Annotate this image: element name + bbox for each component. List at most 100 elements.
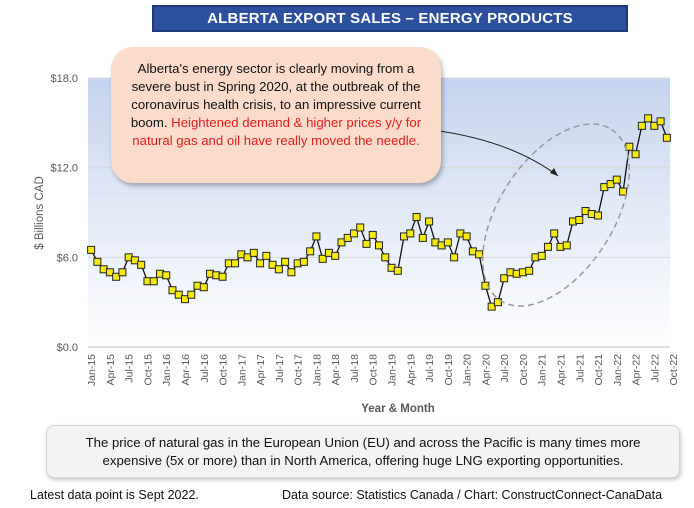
y-axis: $0.0 $6.0 $12.0 $18.0	[50, 73, 78, 354]
data-point	[162, 271, 171, 280]
x-tick-label: Jan-17	[236, 354, 248, 386]
x-tick-label: Apr-18	[330, 354, 342, 386]
data-point	[381, 253, 390, 262]
data-point	[243, 253, 252, 262]
data-point	[362, 239, 371, 248]
x-tick-label: Jul-20	[499, 354, 511, 383]
x-tick-label: Jan-21	[537, 354, 549, 386]
data-point	[644, 114, 653, 123]
x-axis-label: Year & Month	[361, 403, 434, 415]
x-tick-label: Jan-19	[387, 354, 399, 386]
data-point	[500, 274, 509, 283]
data-point	[130, 256, 139, 265]
data-point	[337, 238, 346, 247]
data-point	[631, 150, 640, 159]
data-point	[105, 268, 114, 277]
data-point	[443, 238, 452, 247]
data-point	[612, 175, 621, 184]
callout-text: Alberta's energy sector is clearly movin…	[130, 61, 421, 130]
x-tick-label: Jul-18	[349, 354, 361, 383]
data-point	[656, 117, 665, 126]
data-point	[118, 268, 127, 277]
data-point	[475, 250, 484, 259]
data-point	[594, 211, 603, 220]
data-point	[562, 241, 571, 250]
callout-arrowhead	[550, 168, 558, 176]
x-tick-label: Jul-21	[574, 354, 586, 383]
data-point	[606, 180, 615, 189]
data-point	[318, 254, 327, 263]
x-tick-label: Oct-21	[593, 354, 605, 386]
data-point	[218, 272, 227, 281]
x-tick-label: Jul-17	[274, 354, 286, 383]
y-tick-label: $6.0	[57, 252, 78, 264]
data-point	[281, 257, 290, 266]
x-axis: Jan-15 Apr-15 Jul-15 Oct-15 Jan-16 Apr-16 Jul-…	[86, 354, 680, 386]
note-box: The price of natural gas in the European…	[46, 425, 680, 478]
x-tick-label: Oct-16	[218, 354, 230, 386]
data-point	[187, 290, 196, 299]
data-point	[425, 217, 434, 226]
data-source: Data source: Statistics Canada / Chart: …	[282, 488, 663, 502]
data-point	[368, 230, 377, 239]
x-tick-label: Jul-22	[649, 354, 661, 383]
x-tick-label: Apr-21	[555, 354, 567, 386]
x-tick-label: Jul-19	[424, 354, 436, 383]
x-tick-label: Jan-18	[311, 354, 323, 386]
x-tick-label: Oct-15	[142, 354, 154, 386]
data-point	[349, 229, 358, 238]
data-point	[450, 253, 459, 262]
latest-data-note: Latest data point is Sept 2022.	[30, 488, 199, 502]
y-tick-label: $12.0	[50, 163, 78, 175]
data-point	[312, 232, 321, 241]
x-tick-label: Apr-20	[480, 354, 492, 386]
data-point	[481, 281, 490, 290]
data-point	[619, 187, 628, 196]
data-point	[231, 259, 240, 268]
data-point	[493, 298, 502, 307]
callout-highlight: Heightened demand & higher prices y/y fo…	[132, 115, 422, 148]
data-point	[543, 242, 552, 251]
data-point	[412, 212, 421, 221]
data-point	[87, 245, 96, 254]
data-point	[537, 251, 546, 260]
data-point	[375, 241, 383, 250]
data-point	[550, 229, 559, 238]
data-point	[462, 232, 471, 241]
chart-title: ALBERTA EXPORT SALES – ENERGY PRODUCTS	[152, 5, 628, 32]
series-line	[87, 114, 671, 311]
data-point	[418, 233, 427, 242]
data-point	[575, 215, 584, 224]
x-tick-label: Jan-20	[462, 354, 474, 386]
data-point	[637, 121, 646, 130]
callout-box: Alberta's energy sector is clearly movin…	[111, 47, 441, 183]
data-point	[249, 248, 258, 257]
x-tick-label: Apr-22	[631, 354, 643, 386]
data-point	[149, 277, 158, 286]
data-point	[137, 260, 146, 269]
x-tick-label: Apr-17	[255, 354, 267, 386]
x-tick-label: Oct-18	[368, 354, 380, 386]
x-tick-label: Jan-16	[161, 354, 173, 386]
data-point	[331, 251, 340, 260]
x-tick-label: Apr-19	[405, 354, 417, 386]
data-point	[406, 229, 415, 238]
data-point	[343, 233, 352, 242]
data-point	[181, 295, 189, 304]
x-tick-label: Oct-22	[668, 354, 680, 386]
data-point	[662, 133, 671, 142]
data-point	[393, 266, 402, 275]
x-tick-label: Jan-15	[86, 354, 98, 386]
y-axis-label: $ Billions CAD	[34, 176, 46, 250]
data-point	[306, 247, 315, 256]
data-point	[287, 268, 296, 277]
x-tick-label: Oct-17	[293, 354, 305, 386]
data-point	[168, 286, 177, 295]
x-tick-label: Jan-22	[612, 354, 624, 386]
y-tick-label: $0.0	[57, 342, 78, 354]
x-tick-label: Jul-15	[124, 354, 136, 383]
data-point	[199, 283, 208, 292]
data-point	[262, 251, 271, 260]
data-point	[93, 257, 102, 266]
x-tick-label: Apr-15	[105, 354, 117, 386]
